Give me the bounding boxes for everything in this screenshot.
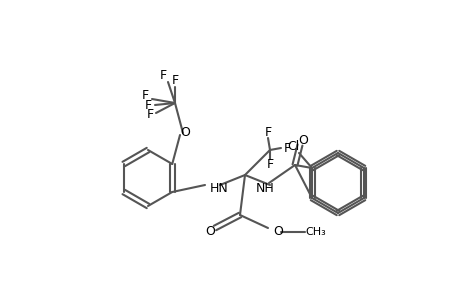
Text: O: O (179, 127, 190, 140)
Text: F: F (171, 74, 178, 86)
Text: O: O (297, 134, 307, 146)
Text: F: F (283, 142, 290, 154)
Text: Cl: Cl (286, 140, 298, 152)
Text: F: F (266, 158, 273, 172)
Text: HN: HN (210, 182, 228, 194)
Text: F: F (146, 109, 153, 122)
Text: O: O (272, 226, 282, 238)
Text: F: F (159, 68, 166, 82)
Text: F: F (144, 98, 151, 112)
Text: CH₃: CH₃ (304, 227, 325, 237)
Text: F: F (264, 125, 271, 139)
Text: F: F (141, 88, 148, 101)
Text: O: O (205, 226, 214, 238)
Text: NH: NH (256, 182, 274, 194)
